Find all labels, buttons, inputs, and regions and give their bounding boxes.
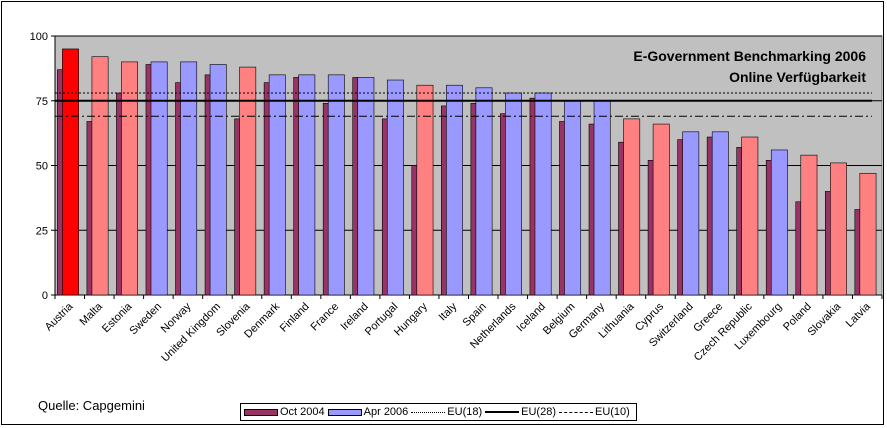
bar-apr-2006-greece (711, 131, 729, 296)
bar-apr-2006-netherlands (505, 92, 522, 296)
legend-item-eu28: EU(28) (485, 406, 556, 418)
legend-swatch-apr-2006 (327, 408, 362, 416)
x-tick-label-sweden: Sweden (127, 301, 164, 338)
bar-apr-2006-slovakia (830, 162, 847, 296)
legend-label-apr-2006: Apr 2006 (363, 406, 409, 418)
bar-apr-2006-luxembourg (770, 149, 788, 296)
bar-apr-2006-iceland (534, 92, 552, 296)
bar-apr-2006-united-kingdom (209, 64, 227, 296)
bar-apr-2006-norway (180, 61, 198, 296)
bar-apr-2006-belgium (564, 100, 582, 296)
bar-apr-2006-germany (593, 100, 611, 296)
bar-apr-2006-spain (475, 87, 493, 296)
bar-apr-2006-finland (298, 74, 316, 296)
x-tick-label-france: France (309, 301, 342, 334)
bar-apr-2006-denmark (268, 74, 286, 296)
bar-apr-2006-sweden (150, 61, 168, 296)
chart-title: E-Government Benchmarking 2006 (633, 48, 866, 64)
x-tick-label-hungary: Hungary (392, 300, 430, 338)
bar-apr-2006-lithuania (623, 118, 641, 296)
legend-item-apr-2006: Apr 2006 (327, 406, 409, 418)
y-tick-label-100: 100 (30, 31, 48, 43)
y-tick-label-25: 25 (36, 225, 48, 237)
y-tick-label-0: 0 (42, 290, 48, 302)
bar-apr-2006-czech-republic (741, 136, 759, 296)
legend-label-eu18: EU(18) (447, 406, 483, 418)
legend-swatch-oct-2004 (244, 408, 278, 416)
legend-label-eu10: EU(10) (594, 406, 630, 418)
legend-line-eu18 (411, 411, 446, 413)
bar-apr-2006-estonia (121, 61, 139, 296)
legend-item-eu18: EU(18) (411, 406, 482, 418)
legend-label-oct-2004: Oct 2004 (280, 406, 325, 418)
bar-apr-2006-latvia (859, 172, 877, 296)
x-tick-label-finland: Finland (278, 301, 312, 335)
legend-label-eu28: EU(28) (521, 406, 556, 418)
legend-line-eu28 (485, 411, 520, 413)
bar-apr-2006-italy (446, 84, 463, 296)
x-tick-label-latvia: Latvia (844, 300, 874, 330)
bar-apr-2006-france (327, 74, 345, 296)
bar-apr-2006-switzerland (682, 131, 700, 296)
bar-apr-2006-portugal (386, 79, 404, 296)
legend-line-eu10 (558, 411, 593, 413)
source-label: Quelle: Capgemini (38, 398, 145, 413)
y-tick-label-75: 75 (36, 96, 48, 108)
legend-item-eu10: EU(10) (558, 406, 630, 418)
y-tick-label-50: 50 (36, 161, 48, 173)
bar-apr-2006-cyprus (652, 123, 670, 296)
bar-apr-2006-hungary (416, 84, 434, 296)
x-tick-label-slovakia: Slovakia (805, 300, 844, 339)
bar-apr-2006-slovenia (239, 66, 257, 296)
legend: Oct 2004 Apr 2006 EU(18) EU(28) EU(10) (240, 403, 637, 421)
legend-item-oct-2004: Oct 2004 (244, 406, 325, 418)
x-tick-label-italy: Italy (437, 300, 460, 323)
bar-apr-2006-austria (62, 48, 79, 296)
bar-apr-2006-poland (800, 154, 818, 296)
bar-apr-2006-ireland (357, 77, 375, 296)
x-tick-label-austria: Austria (43, 300, 76, 333)
chart-subtitle: Online Verfügbarkeit (729, 69, 866, 85)
bar-apr-2006-malta (91, 56, 109, 296)
